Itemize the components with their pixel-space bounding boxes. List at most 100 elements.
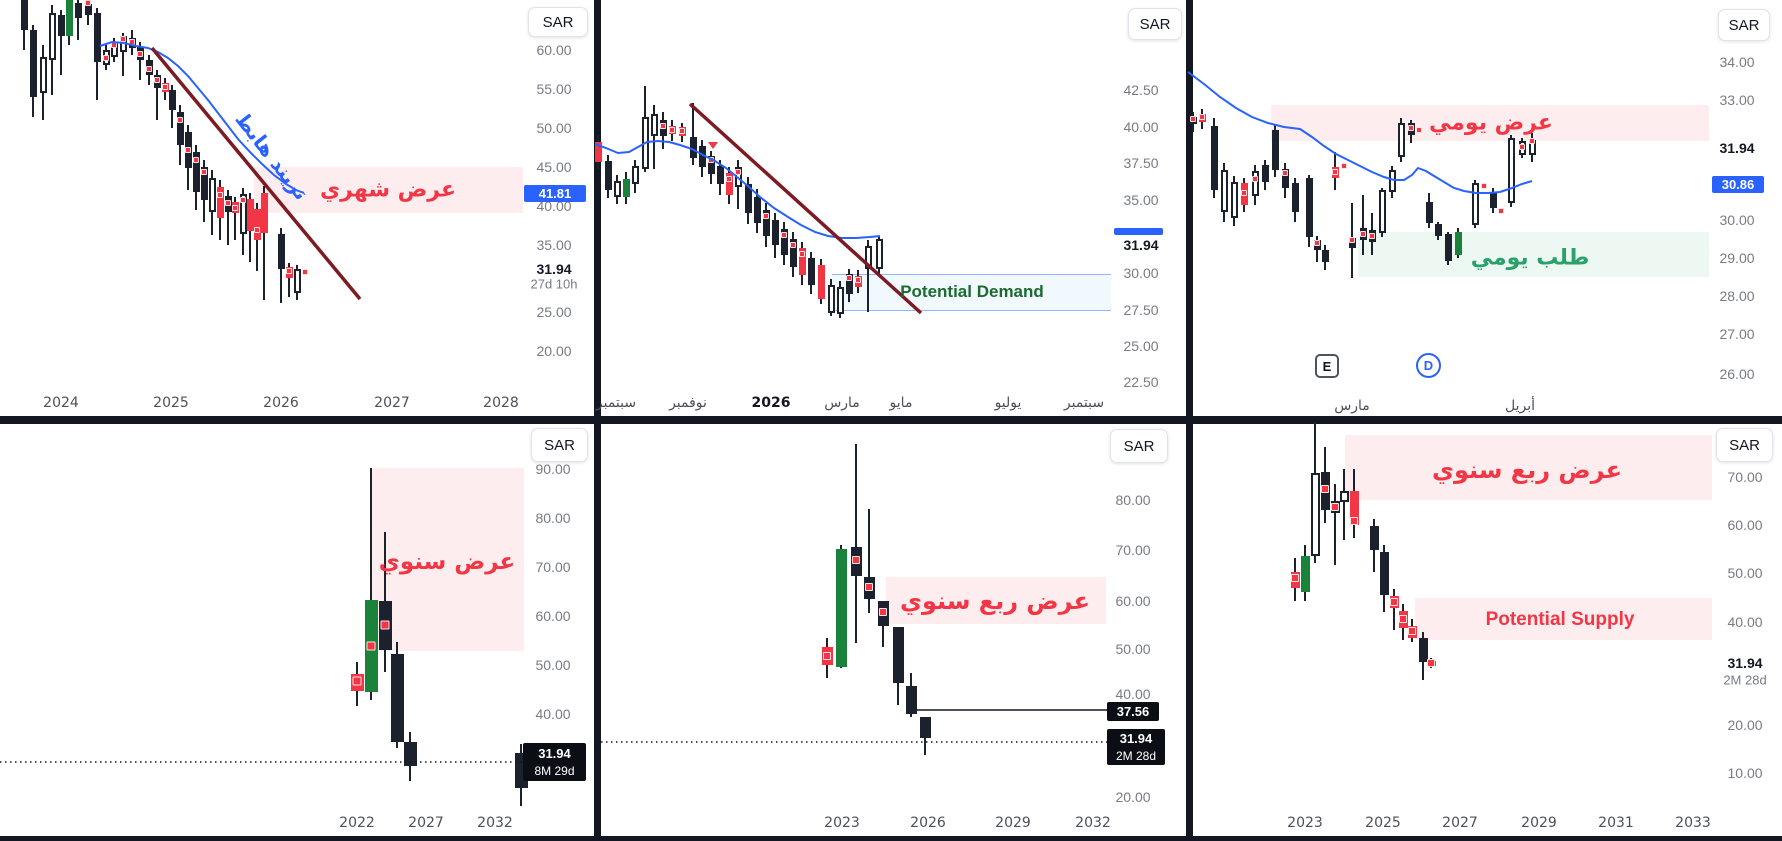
candle-body (403, 742, 417, 766)
sell-marker-icon (1416, 127, 1422, 133)
candle-body (604, 161, 612, 190)
currency-button[interactable]: SAR (1128, 8, 1182, 40)
sell-marker-icon (1291, 574, 1299, 582)
price-scale-label: 27.50 (1123, 302, 1159, 318)
tag-countdown: 8M 29d (534, 763, 575, 778)
candle-body (744, 184, 752, 213)
candle-body (641, 117, 649, 169)
candle-body (57, 15, 65, 36)
candle-body (716, 166, 724, 184)
quarterly-wide-chart-zone-label: Potential Supply (1485, 609, 1635, 630)
candle-body (1434, 224, 1442, 236)
sell-marker-icon (1408, 125, 1414, 131)
sell-marker-icon (129, 39, 135, 45)
candle-body (1507, 138, 1515, 203)
sell-marker-icon (823, 652, 831, 660)
sell-marker-icon (302, 269, 308, 275)
candle-body (594, 142, 602, 162)
candle-body (48, 13, 56, 60)
sell-marker-icon (162, 84, 168, 90)
earnings-marker-button[interactable]: E (1315, 354, 1339, 378)
sell-marker-icon (1252, 176, 1258, 182)
price-scale-label: 40.00 (1727, 614, 1763, 630)
candle-body (1378, 190, 1386, 233)
price-tag: 31.94 2M 28d (1107, 729, 1165, 765)
tag-price: 31.94 (538, 746, 571, 762)
price-scale-label: 40.00 (536, 198, 572, 214)
price-scale-label: 50.00 (1727, 565, 1763, 581)
sell-marker-icon (726, 176, 732, 182)
price-scale-label: 30.00 (1123, 265, 1159, 281)
sell-marker-icon (660, 123, 666, 129)
candle-body (1271, 130, 1279, 170)
price-scale-label: 20.00 (1727, 717, 1763, 733)
time-scale-label: 2022 (339, 815, 375, 831)
sell-marker-icon (846, 275, 852, 281)
time-scale-label: مايو (889, 395, 913, 411)
price-scale-label: 60.00 (535, 608, 571, 624)
time-scale-label: 2029 (1521, 815, 1557, 831)
price-scale-label: 29.00 (1719, 250, 1755, 266)
candle-body (892, 627, 904, 683)
candle-body (208, 178, 216, 212)
price-scale-label: 34.00 (1719, 54, 1755, 70)
time-scale-label: 2032 (1075, 815, 1111, 831)
sell-marker-icon (852, 556, 860, 564)
candle-wick (1334, 484, 1336, 565)
sell-marker-icon (799, 251, 805, 257)
candle-body (1300, 556, 1310, 592)
candle-body (390, 654, 404, 742)
price-scale-label: 20.00 (1115, 789, 1151, 805)
sell-marker-icon (879, 608, 887, 616)
currency-button[interactable]: SAR (528, 7, 588, 37)
candle-body (771, 220, 779, 245)
sell-marker-icon (1350, 517, 1358, 525)
sell-marker-icon (669, 127, 675, 133)
candle-body (1220, 170, 1228, 212)
price-scale-label: 70.00 (1115, 542, 1151, 558)
time-scale-label: 2029 (995, 815, 1031, 831)
sell-marker-icon (111, 42, 117, 48)
candle-body (1397, 123, 1405, 157)
candle-body (168, 90, 176, 110)
price-scale-label: 35.00 (536, 237, 572, 253)
monthly-chart-zone-label: عرض شهري (320, 177, 456, 203)
tag-price: 37.56 (1116, 703, 1150, 719)
sell-marker-icon (735, 169, 741, 175)
candle-body (253, 209, 261, 240)
price-scale-label: 60.00 (536, 42, 572, 58)
candle-wick (1393, 589, 1395, 630)
price-scale-label: 40.00 (535, 706, 571, 722)
time-scale-label: 2026 (263, 395, 299, 411)
tag-price: 31.94 (1119, 731, 1153, 747)
price-tag: 30.86 (1712, 176, 1764, 193)
price-scale-label: 10.00 (1727, 765, 1763, 781)
candle-body (1321, 250, 1329, 262)
candle-body (827, 285, 835, 313)
currency-button[interactable]: SAR (1718, 9, 1770, 41)
sell-marker-icon (1498, 208, 1504, 214)
sell-marker-icon (1331, 503, 1339, 511)
price-scale-label: 40.00 (1123, 119, 1159, 135)
currency-button[interactable]: SAR (1716, 428, 1773, 462)
candle-body (875, 239, 883, 269)
currency-button[interactable]: SAR (1110, 429, 1168, 463)
time-scale-label: 2025 (153, 395, 189, 411)
price-scale-label: 31.94 (1123, 237, 1159, 253)
dividends-marker-button[interactable]: D (1416, 353, 1441, 378)
tag-countdown: 2M 28d (1115, 748, 1157, 763)
sell-marker-icon (254, 227, 260, 233)
sell-marker-icon (1341, 163, 1347, 169)
sell-marker-icon (154, 77, 160, 83)
time-scale-label: سبتمبر (595, 395, 637, 411)
currency-button[interactable]: SAR (531, 428, 588, 462)
sell-marker-icon (1321, 485, 1329, 493)
candle-body (1369, 526, 1379, 550)
candle-body (905, 686, 917, 714)
sell-marker-icon (790, 242, 796, 248)
time-scale-label: 2026 (910, 815, 946, 831)
candle-body (1388, 170, 1396, 192)
tag-price: 30.86 (1721, 176, 1755, 192)
time-scale-label: 2023 (1287, 815, 1323, 831)
candle-body (39, 57, 47, 93)
